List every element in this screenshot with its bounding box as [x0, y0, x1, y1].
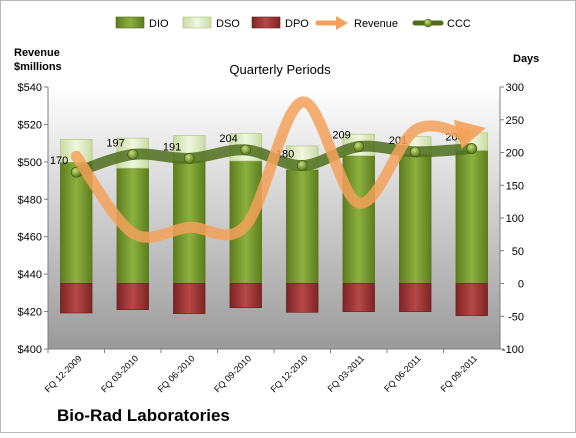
point-ccc	[183, 153, 195, 164]
legend-swatch-dio	[115, 16, 145, 29]
bar-dio	[342, 155, 375, 284]
point-ccc	[409, 146, 421, 158]
left-tick-label: $540	[18, 82, 42, 94]
revenue-arrowhead	[453, 119, 486, 149]
right-tick-label: 150	[506, 180, 524, 192]
legend-swatch-dso	[182, 16, 212, 29]
left-tick-label: $500	[18, 157, 42, 169]
label-ccc: 191	[163, 141, 181, 153]
legend-label-dpo: DPO	[285, 18, 309, 30]
line-revenue	[70, 96, 472, 243]
right-axis-title: Days	[513, 53, 539, 65]
legend-label-ccc: CCC	[447, 18, 471, 30]
label-ccc: 170	[50, 155, 68, 167]
bar-dio	[455, 150, 488, 284]
right-tick-label: 100	[506, 213, 524, 225]
legend-label-dso: DSO	[216, 18, 240, 30]
bar-dio	[286, 169, 319, 284]
label-ccc: 197	[106, 137, 124, 149]
legend-swatch-dpo	[251, 16, 281, 29]
left-tick-label: $520	[18, 119, 42, 131]
right-tick-label: 300	[506, 82, 524, 94]
point-ccc	[127, 149, 139, 160]
label-ccc: 204	[219, 133, 237, 145]
bar-dpo	[286, 283, 319, 313]
left-axis-title-line2: $millions	[14, 61, 62, 73]
point-ccc	[353, 141, 365, 152]
left-tick-label: $440	[18, 269, 42, 281]
right-tick-label: 200	[506, 148, 524, 160]
legend-arrowhead-revenue	[336, 16, 348, 30]
legend: DIO DSO DPO Revenue CCC	[115, 16, 471, 30]
point-ccc	[240, 144, 252, 156]
bar-dpo	[116, 283, 149, 311]
left-tick-label: $480	[18, 194, 42, 206]
left-tick-label: $460	[18, 232, 42, 244]
bar-dpo	[399, 283, 432, 312]
chart-title: Quarterly Periods	[229, 62, 331, 77]
bar-dpo	[342, 283, 375, 312]
bar-dpo	[60, 283, 93, 314]
right-tick-label: 0	[518, 279, 524, 291]
bar-dio	[399, 154, 432, 284]
right-tick-label: -100	[502, 344, 524, 356]
right-tick-label: 50	[512, 246, 524, 258]
point-ccc	[296, 160, 308, 171]
left-tick-label: $420	[18, 307, 42, 319]
legend-label-dio: DIO	[149, 18, 169, 30]
bar-dpo	[173, 283, 206, 314]
right-tick-label: 250	[506, 115, 524, 127]
bar-dpo	[455, 283, 488, 316]
label-ccc: 209	[332, 130, 350, 142]
bar-dpo	[229, 283, 262, 309]
legend-label-revenue: Revenue	[354, 18, 398, 30]
legend-dot-ccc	[423, 18, 433, 28]
left-tick-label: $400	[18, 344, 42, 356]
right-tick-label: -50	[508, 311, 524, 323]
left-axis-title-line1: Revenue	[14, 47, 60, 59]
point-ccc	[466, 143, 478, 154]
company-name: Bio-Rad Laboratories	[57, 406, 230, 425]
